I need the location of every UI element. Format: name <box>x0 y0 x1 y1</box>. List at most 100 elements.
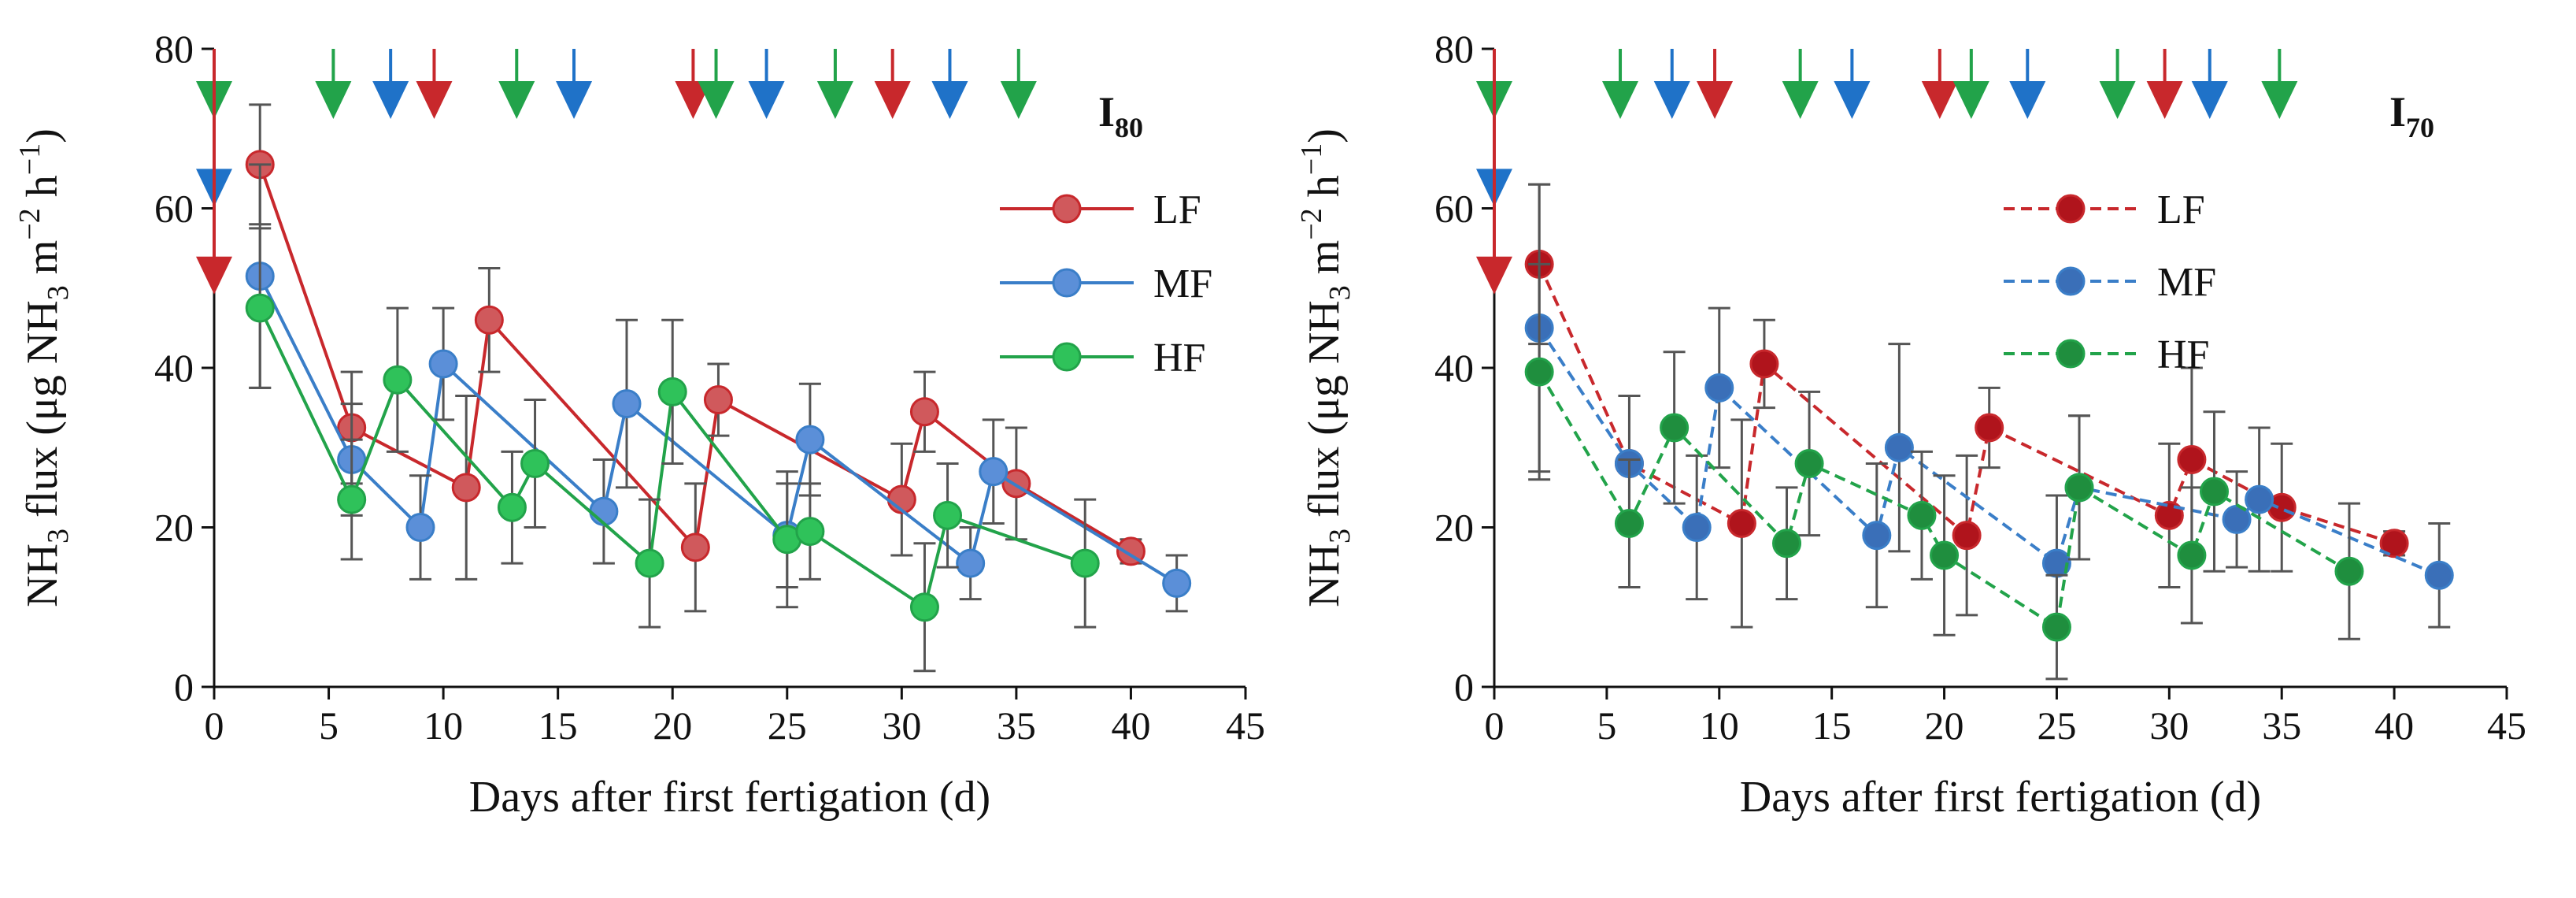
data-point-mf <box>979 457 1009 487</box>
fertigation-arrow-head <box>372 81 409 119</box>
fertigation-arrow <box>1602 49 1639 119</box>
fertigation-arrow <box>931 49 968 119</box>
fertigation-arrow-head <box>1476 256 1512 295</box>
fertigation-arrow <box>556 49 593 119</box>
legend-label-mf: MF <box>2157 260 2216 305</box>
fertigation-arrow-head <box>931 81 968 119</box>
fertigation-arrow <box>2191 49 2228 119</box>
fertigation-arrow <box>675 49 712 119</box>
fertigation-arrow <box>372 49 409 119</box>
data-point-hf <box>1772 529 1802 558</box>
data-point-mf <box>589 496 619 526</box>
x-tick-label: 15 <box>1812 703 1852 748</box>
data-point-mf <box>2245 484 2274 514</box>
data-point-lf <box>2177 444 2207 474</box>
x-axis-title: Days after first fertigation (d) <box>469 773 990 822</box>
data-point-mf <box>1162 568 1192 598</box>
fertigation-arrow <box>2261 49 2298 119</box>
data-point-hf <box>1907 500 1937 530</box>
fertigation-arrow-head <box>675 81 712 119</box>
fertigation-arrow-head <box>698 81 735 119</box>
y-axis-title-sup1: −2 <box>13 208 46 239</box>
fertigation-arrow <box>2099 49 2136 119</box>
y-axis-title: NH3 flux (μg NH3 m−2 h−1) <box>1295 128 1356 607</box>
data-point-hf <box>245 293 275 323</box>
x-tick-label: 45 <box>1226 703 1265 748</box>
data-point-hf <box>1794 449 1824 478</box>
data-point-hf <box>383 365 413 395</box>
fertigation-arrow-head <box>556 81 593 119</box>
fertigation-arrow <box>748 49 785 119</box>
data-point-mf <box>2222 504 2252 534</box>
fertigation-arrow-head <box>748 81 785 119</box>
data-point-hf <box>635 548 664 578</box>
fertigation-arrow <box>1000 49 1037 119</box>
y-axis-title-part4: h <box>18 175 67 208</box>
y-tick-label: 80 <box>154 27 194 71</box>
data-point-mf <box>1704 373 1734 403</box>
data-point-lf <box>1727 508 1756 538</box>
data-point-mf <box>428 349 458 379</box>
y-tick-label: 0 <box>1454 665 1474 709</box>
panel-label: I80 <box>1098 88 1143 143</box>
x-tick-label: 5 <box>1597 703 1616 748</box>
fertigation-arrow-head <box>416 81 453 119</box>
fertigation-arrow <box>1476 49 1512 295</box>
x-tick-label: 0 <box>205 703 224 748</box>
y-tick-label: 60 <box>1434 187 1474 231</box>
series-line-hf <box>258 307 1086 610</box>
fertigation-arrow <box>1653 49 1690 119</box>
x-tick-label: 20 <box>653 703 692 748</box>
legend-marker-mf <box>1052 268 1082 298</box>
data-point-hf <box>909 592 939 622</box>
fertigation-arrow-head <box>2009 81 2046 119</box>
fertigation-arrow <box>1782 49 1819 119</box>
data-point-mf <box>612 389 642 419</box>
x-tick-label: 10 <box>1700 703 1739 748</box>
legend-label-mf: MF <box>1153 262 1212 306</box>
fertigation-arrow-head <box>1782 81 1819 119</box>
fertigation-arrow <box>1952 49 1989 119</box>
x-tick-label: 15 <box>539 703 578 748</box>
y-tick-label: 0 <box>174 665 194 709</box>
y-axis-title-part2: flux (μg NH <box>18 300 67 529</box>
y-axis-title-sub2: 3 <box>42 285 75 300</box>
data-point-mf <box>1682 513 1712 542</box>
y-tick-label: 60 <box>154 187 194 231</box>
legend-marker-hf <box>1052 342 1082 372</box>
y-axis-title: NH3 flux (μg NH3 m−2 h−1) <box>13 128 75 607</box>
fertigation-arrow-head <box>1653 81 1690 119</box>
fertigation-arrow <box>1921 49 1958 119</box>
data-point-lf <box>909 397 939 427</box>
fertigation-arrow <box>816 49 853 119</box>
y-axis-title-sub2: 3 <box>1323 285 1356 300</box>
data-point-lf <box>1975 413 2004 443</box>
data-point-hf <box>497 492 527 522</box>
y-tick-label: 80 <box>1434 27 1474 71</box>
y-axis-title-sub1: 3 <box>1323 529 1356 544</box>
x-tick-label: 25 <box>2037 703 2076 748</box>
chart-panel-1: 0 5 10 15 20 25 30 35 40 45 0 20 40 60 80 Days after fi… <box>13 27 1265 822</box>
x-tick-label: 45 <box>2487 703 2526 748</box>
panel-label-sub: 70 <box>2406 112 2434 143</box>
y-axis-title-part3: m <box>1300 240 1349 286</box>
fertigation-arrow-head <box>315 81 352 119</box>
y-tick-label: 20 <box>1434 506 1474 550</box>
x-tick-label: 5 <box>319 703 339 748</box>
data-point-lf <box>2379 529 2409 558</box>
data-point-hf <box>657 377 687 406</box>
fertigation-arrow-head <box>1834 81 1871 119</box>
data-point-lf <box>680 532 710 562</box>
panel-label-sub: 80 <box>1115 112 1143 143</box>
data-point-hf <box>1614 508 1644 538</box>
y-axis-title-part1: NH <box>18 544 67 607</box>
data-point-mf <box>2424 560 2454 590</box>
fertigation-arrow-head <box>874 81 911 119</box>
fertigation-arrow-head <box>1921 81 1958 119</box>
fertigation-arrow-head <box>2099 81 2136 119</box>
fertigation-arrow-head <box>196 256 232 295</box>
series-hf <box>1524 262 2364 681</box>
data-point-mf <box>795 425 825 455</box>
data-point-hf <box>2041 612 2071 642</box>
y-axis-title-sup1: −2 <box>1295 208 1328 239</box>
